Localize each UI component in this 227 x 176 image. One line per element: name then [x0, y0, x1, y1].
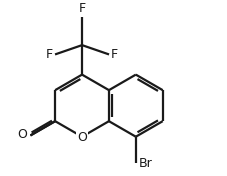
- Text: F: F: [78, 2, 85, 15]
- Text: O: O: [77, 131, 86, 144]
- Text: Br: Br: [138, 157, 151, 170]
- Text: F: F: [46, 48, 53, 61]
- Text: F: F: [111, 48, 118, 61]
- Text: O: O: [17, 128, 27, 141]
